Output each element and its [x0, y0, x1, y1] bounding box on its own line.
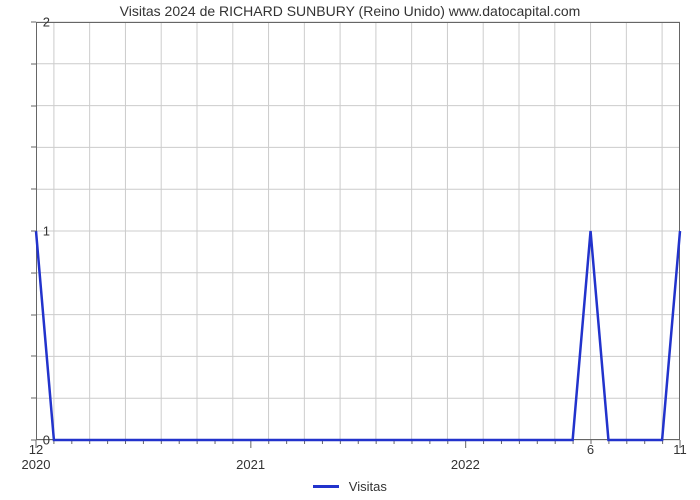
y-axis-label: 0	[43, 433, 50, 448]
y-tick-mark	[31, 440, 36, 441]
y-tick-mark	[31, 272, 36, 273]
chart-title: Visitas 2024 de RICHARD SUNBURY (Reino U…	[0, 3, 700, 19]
chart-plot	[36, 22, 680, 440]
x-axis-year-label: 2022	[451, 457, 480, 472]
y-tick-mark	[31, 231, 36, 232]
x-axis-overlay-label: 12	[29, 442, 43, 457]
y-tick-mark	[31, 147, 36, 148]
chart-legend: Visitas	[0, 478, 700, 494]
y-tick-mark	[31, 398, 36, 399]
y-axis-label: 2	[43, 15, 50, 30]
y-tick-mark	[31, 105, 36, 106]
legend-swatch	[313, 485, 339, 488]
y-tick-mark	[31, 356, 36, 357]
y-tick-mark	[31, 22, 36, 23]
y-axis-label: 1	[43, 224, 50, 239]
x-axis-year-label: 2020	[22, 457, 51, 472]
y-tick-mark	[31, 189, 36, 190]
x-axis-overlay-label: 6	[587, 442, 594, 457]
x-axis-overlay-label: 11	[673, 442, 687, 457]
legend-label: Visitas	[349, 479, 387, 494]
y-tick-mark	[31, 314, 36, 315]
x-axis-year-label: 2021	[236, 457, 265, 472]
y-tick-mark	[31, 63, 36, 64]
series-line	[36, 231, 680, 440]
